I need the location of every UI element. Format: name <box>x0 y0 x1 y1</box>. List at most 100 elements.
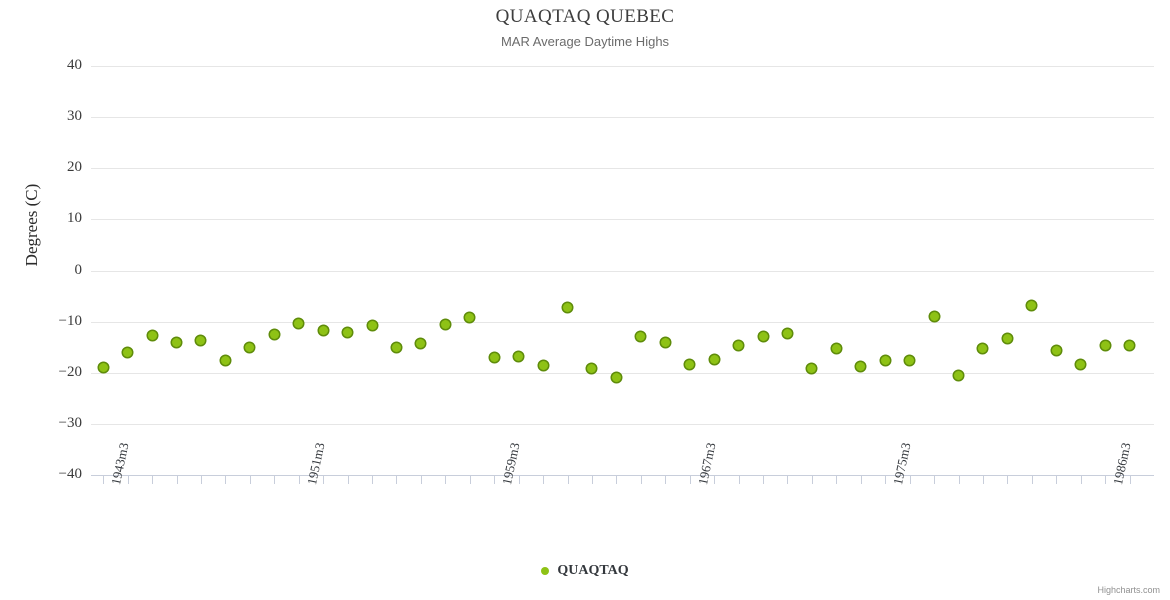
x-axis-tick <box>567 476 569 484</box>
y-gridline <box>91 219 1154 221</box>
data-point-marker[interactable] <box>611 372 621 382</box>
data-point-marker[interactable] <box>416 338 426 348</box>
data-point-marker[interactable] <box>685 359 695 369</box>
x-axis-tick <box>787 476 789 484</box>
data-point-marker[interactable] <box>489 353 499 363</box>
data-point-marker[interactable] <box>123 347 133 357</box>
data-point-marker[interactable] <box>831 343 841 353</box>
data-point-marker[interactable] <box>220 356 230 366</box>
data-point-marker[interactable] <box>978 343 988 353</box>
data-point-marker[interactable] <box>880 356 890 366</box>
data-point-marker[interactable] <box>1002 333 1012 343</box>
chart-subtitle: MAR Average Daytime Highs <box>500 34 670 49</box>
data-point-marker[interactable] <box>147 330 157 340</box>
data-point-marker[interactable] <box>660 337 670 347</box>
x-axis-tick <box>543 476 545 484</box>
x-axis-tick <box>494 476 496 484</box>
y-axis-tick-labels: 40 30 20 10 0 −10 −20 −30 −40 <box>10 58 82 482</box>
data-point-marker[interactable] <box>905 355 915 365</box>
x-axis-tick <box>200 476 202 484</box>
data-point-marker[interactable] <box>807 363 817 373</box>
data-point-marker[interactable] <box>734 340 744 350</box>
chart-title: QUAQTAQ QUEBEC <box>495 6 675 27</box>
x-axis-tick <box>1105 476 1107 484</box>
x-axis-tick <box>445 476 447 484</box>
data-point-marker[interactable] <box>929 311 939 321</box>
data-point-marker[interactable] <box>538 360 548 370</box>
legend-item-label: QUAQTAQ <box>557 562 629 578</box>
x-axis-tick <box>591 476 593 484</box>
data-point-marker[interactable] <box>318 325 328 335</box>
y-gridline <box>91 321 1154 323</box>
data-point-marker[interactable] <box>1125 340 1135 350</box>
data-point-marker[interactable] <box>269 330 279 340</box>
chart-legend: QUAQTAQ <box>0 562 1170 580</box>
y-axis-tick-label: 30 <box>67 108 82 125</box>
x-axis-tick <box>249 476 251 484</box>
y-gridline <box>91 270 1154 272</box>
legend-marker-icon <box>541 566 550 575</box>
data-point-marker[interactable] <box>563 303 573 313</box>
data-point-marker[interactable] <box>1076 359 1086 369</box>
data-point-marker[interactable] <box>1100 340 1110 350</box>
x-axis-tick <box>152 476 154 484</box>
data-point-marker[interactable] <box>758 331 768 341</box>
x-axis-tick <box>909 476 911 484</box>
plot-area <box>91 66 1154 476</box>
data-point-marker[interactable] <box>245 342 255 352</box>
x-axis-tick <box>616 476 618 484</box>
y-gridline <box>91 66 1154 67</box>
y-gridline <box>91 168 1154 170</box>
legend-item-quaqtaq[interactable]: QUAQTAQ <box>541 562 629 580</box>
x-axis-tick <box>274 476 276 484</box>
y-axis-tick-label: 20 <box>67 159 82 176</box>
x-axis-tick <box>518 476 520 484</box>
data-point-marker[interactable] <box>1027 301 1037 311</box>
data-point-marker[interactable] <box>636 332 646 342</box>
x-axis-tick <box>811 476 813 484</box>
data-point-marker[interactable] <box>98 363 108 373</box>
data-point-marker[interactable] <box>782 329 792 339</box>
credits-link[interactable]: Highcharts.com <box>1097 585 1160 595</box>
data-point-marker[interactable] <box>294 318 304 328</box>
data-point-marker[interactable] <box>343 328 353 338</box>
x-axis-tick <box>1129 476 1131 484</box>
data-point-marker[interactable] <box>196 336 206 346</box>
y-gridline <box>91 117 1154 119</box>
x-axis-tick <box>127 476 129 484</box>
x-axis-tick <box>934 476 936 484</box>
x-axis-tick <box>763 476 764 484</box>
x-axis-tick <box>1080 476 1082 484</box>
y-axis-tick-label: 40 <box>67 57 82 73</box>
x-axis-tick <box>298 476 300 484</box>
y-axis-tick-label: 10 <box>67 210 82 227</box>
data-point-marker[interactable] <box>367 321 377 331</box>
y-axis-tick-label: −30 <box>58 414 82 431</box>
data-point-marker[interactable] <box>709 355 719 365</box>
y-axis-tick-label: −40 <box>58 466 82 482</box>
x-axis-tick <box>469 476 471 484</box>
x-axis-tick <box>689 476 691 484</box>
x-axis-tick <box>347 476 349 484</box>
data-point-marker[interactable] <box>514 351 524 361</box>
x-axis-tick <box>714 476 716 484</box>
data-point-marker[interactable] <box>856 361 866 371</box>
y-axis-tick-label: −10 <box>58 312 82 329</box>
x-axis-tick <box>1056 476 1058 484</box>
data-point-marker[interactable] <box>440 320 450 330</box>
x-axis-tick <box>640 476 642 484</box>
x-axis-tick <box>836 476 838 484</box>
x-axis-tick <box>396 476 398 484</box>
data-point-marker[interactable] <box>1051 346 1061 356</box>
data-point-marker[interactable] <box>172 337 182 347</box>
x-axis-tick <box>1031 476 1033 484</box>
data-point-marker[interactable] <box>465 313 475 323</box>
data-point-marker[interactable] <box>587 363 597 373</box>
x-axis-tick <box>225 476 227 484</box>
data-point-marker[interactable] <box>391 342 401 352</box>
data-point-marker[interactable] <box>954 371 963 381</box>
x-axis-tick <box>958 476 960 484</box>
x-axis-tick <box>738 476 740 484</box>
x-axis-tick <box>372 476 374 484</box>
